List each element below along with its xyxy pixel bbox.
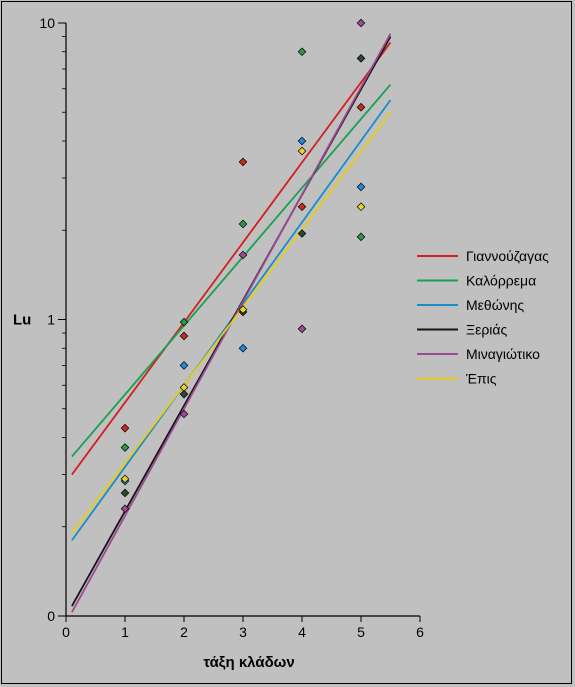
data-point — [356, 182, 366, 192]
data-point — [356, 54, 366, 63]
data-point — [297, 146, 307, 156]
data-point — [238, 343, 248, 353]
data-point — [356, 232, 366, 242]
x-tick-label: 1 — [121, 624, 129, 640]
x-tick-label: 2 — [180, 624, 188, 640]
trend-line — [71, 111, 392, 534]
data-point — [356, 202, 366, 212]
data-point — [297, 324, 307, 334]
data-point — [120, 443, 130, 452]
data-point — [297, 229, 307, 238]
x-tick-label: 5 — [357, 624, 365, 640]
data-point — [120, 488, 130, 498]
data-point — [356, 102, 366, 112]
trend-line — [71, 41, 392, 476]
legend-label: Ξεριάς — [466, 322, 508, 338]
data-point — [297, 136, 307, 146]
data-point — [297, 202, 307, 212]
legend-label: Μεθώνης — [466, 297, 524, 313]
y-tick-label: 1 — [47, 312, 55, 328]
legend: Γιαννούζαγας Καλόρρεμα Μεθώνης Ξεριάς Μιναγι… — [417, 248, 549, 387]
data-point — [238, 219, 248, 229]
legend-label: Έπις — [465, 371, 497, 387]
legend-label: Καλόρρεμα — [466, 273, 536, 289]
data-point — [179, 331, 189, 341]
y-tick-label: 10 — [39, 15, 55, 31]
legend-label: Γιαννούζαγας — [466, 248, 549, 264]
data-point — [238, 305, 248, 314]
data-point — [179, 383, 189, 392]
data-point — [179, 317, 189, 327]
data-point — [120, 504, 130, 514]
legend-label: Μιναγιώτικο — [466, 346, 540, 362]
data-point — [356, 18, 366, 28]
x-tick-label: 6 — [416, 624, 424, 640]
data-point — [238, 250, 248, 260]
x-tick-label: 0 — [62, 624, 70, 640]
data-point — [179, 361, 189, 370]
data-point — [238, 157, 248, 167]
data-points — [120, 18, 366, 514]
data-point — [179, 409, 189, 419]
trend-line — [71, 83, 392, 458]
x-tick-label: 3 — [239, 624, 247, 640]
x-tick-label: 4 — [298, 624, 306, 640]
y-tick-label: 0 — [47, 608, 55, 624]
data-point — [120, 474, 130, 484]
data-point — [120, 423, 130, 433]
y-axis-title: Lu — [13, 312, 31, 329]
data-point — [297, 47, 307, 57]
data-point — [179, 389, 189, 399]
x-axis-title: τάξη κλάδων — [203, 654, 294, 671]
